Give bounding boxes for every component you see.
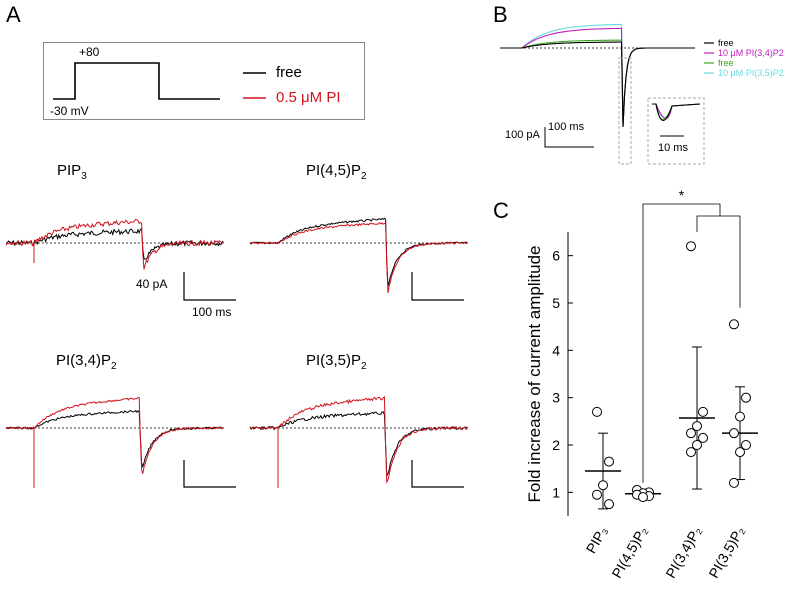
significance-star: * [679, 187, 685, 203]
b-legend-label-2: 10 μM PI(3,4)P2 [718, 48, 784, 58]
data-point-3-4 [686, 428, 696, 439]
b-inset-box [647, 97, 705, 165]
b-scale-bar [544, 127, 594, 148]
panel-b-label: B [493, 2, 508, 27]
b-trace-4 [500, 41, 695, 127]
y-tick-label-5: 5 [552, 295, 560, 311]
y-tick-label-4: 4 [552, 342, 560, 358]
b-legend-label-3: free [718, 58, 734, 68]
legend-free: free [276, 64, 302, 81]
category-label-3: PI(3,4)P₂ [662, 524, 704, 581]
trace-black-3 [5, 409, 224, 469]
y-axis-label: Fold increase of current amplitude [525, 245, 544, 502]
category-label-4: PI(3,5)P₂ [705, 524, 747, 581]
trace-red-4 [249, 395, 468, 484]
y-tick-label-6: 6 [552, 248, 560, 264]
data-point-1-3 [598, 480, 608, 491]
legend-pi: 0.5 μM PI [276, 89, 341, 106]
data-point-4-2 [741, 392, 751, 403]
trace-title-pip3: PIP3 [57, 162, 87, 182]
b-legend-label-1: free [718, 38, 734, 48]
trace-title-pi34p2: PI(3,4)P2 [56, 352, 117, 372]
significance-bracket-left [642, 203, 721, 483]
data-point-1-5 [604, 499, 614, 510]
trace-red-3 [5, 397, 224, 474]
data-point-4-3 [735, 411, 745, 422]
step-voltage-label: +80 [79, 45, 100, 59]
data-point-3-5 [698, 432, 708, 443]
trace-red-2 [249, 221, 468, 294]
category-label-1: PIP₃ [583, 524, 611, 556]
protocol-box [43, 42, 365, 120]
b-legend-label-4: 10 μM PI(3,5)P2 [718, 68, 784, 78]
scale-current-a: 40 pA [136, 277, 168, 291]
data-point-2-6 [638, 492, 648, 503]
scale-time-a: 100 ms [192, 305, 232, 319]
data-point-3-1 [686, 241, 696, 252]
data-point-1-1 [592, 406, 602, 417]
data-point-3-2 [698, 406, 708, 417]
data-point-4-1 [729, 319, 739, 330]
data-point-3-7 [686, 447, 696, 458]
trace-title-pi35p2: PI(3,5)P2 [306, 352, 367, 372]
b-zoom-box [618, 57, 632, 165]
trace-red-1 [5, 218, 224, 270]
y-tick-label-2: 2 [552, 437, 560, 453]
y-tick-label-1: 1 [552, 484, 560, 500]
panel-c-label: C [493, 198, 509, 223]
category-label-2: PI(4,5)P₂ [608, 524, 650, 581]
data-point-1-2 [604, 456, 614, 467]
data-point-4-5 [741, 440, 751, 450]
data-point-1-4 [592, 489, 602, 500]
trace-title-pi45p2: PI(4,5)P2 [306, 162, 367, 182]
trace-black-2 [249, 217, 468, 287]
trace-black-4 [249, 411, 468, 478]
scale-current-b: 100 pA [505, 129, 540, 141]
inset-time-b: 10 ms [658, 142, 688, 154]
data-point-4-6 [735, 447, 745, 458]
significance-bracket-right [696, 215, 741, 308]
panel-a-label: A [6, 2, 21, 27]
data-point-4-7 [729, 477, 739, 488]
b-inset-trace-4 [652, 103, 701, 122]
data-point-4-4 [729, 428, 739, 439]
hold-voltage-label: -30 mV [50, 104, 89, 118]
data-point-3-6 [692, 440, 702, 450]
y-tick-label-3: 3 [552, 390, 560, 406]
trace-black-1 [5, 227, 224, 260]
data-point-3-3 [692, 421, 702, 432]
scale-time-b: 100 ms [548, 121, 585, 133]
